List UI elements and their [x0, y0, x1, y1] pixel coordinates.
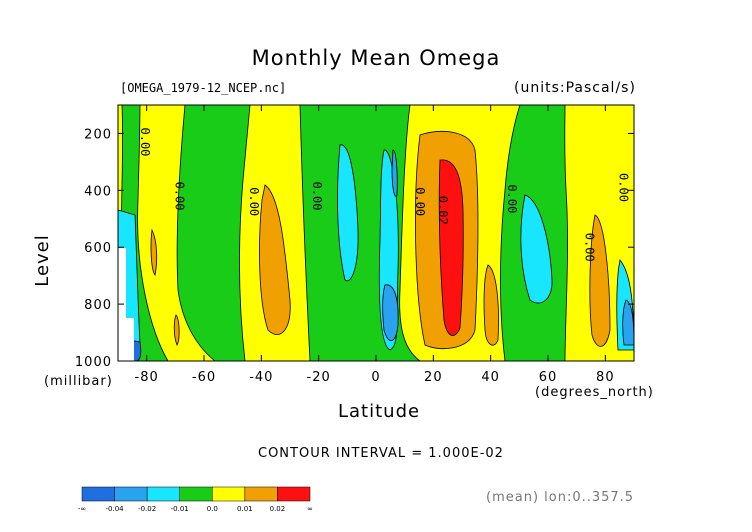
mean-label: (mean) lon:0..357.5 [486, 490, 635, 505]
contour-labels: 0.00 0.00 0.00 0.00 0.00 0.02 0.00 0.00 0.00 [138, 128, 631, 262]
contour-label: 0.00 [617, 173, 631, 202]
colorbar-label: -∞ [78, 505, 86, 513]
contour-label: 0.00 [138, 128, 152, 157]
contour-label: 0.00 [310, 182, 324, 211]
y-tick-label: 200 [84, 127, 112, 142]
colorbar-label: -0.02 [138, 505, 156, 513]
x-tick-label: -40 [249, 370, 273, 385]
y-tick-label: 600 [84, 241, 112, 256]
cell-orange-1 [259, 184, 291, 335]
x-axis-ticks: -80 -60 -40 -20 0 20 40 60 80 [135, 105, 615, 385]
colorbar-cell [114, 486, 148, 502]
colorbar-cell [277, 486, 311, 502]
field-background [118, 105, 634, 361]
colorbar-cell [244, 486, 278, 502]
x-axis-unit: (degrees_north) [535, 385, 654, 400]
contour-label: 0.00 [582, 233, 596, 262]
cell-orange-6 [173, 314, 180, 346]
x-tick-label: 40 [481, 370, 500, 385]
colorbar-cell [146, 486, 180, 502]
colorbar-label: ∞ [307, 505, 313, 513]
y-tick-label: 800 [84, 298, 112, 313]
y-tick-label: 400 [84, 184, 112, 199]
missing-patch [118, 248, 134, 361]
contour-label: 0.00 [505, 184, 519, 213]
colorbar-label: 0.0 [207, 505, 218, 513]
colorbar-label: 0.01 [237, 505, 253, 513]
cell-red [438, 159, 464, 336]
cell-blue-3 [622, 299, 634, 346]
cell-blue-2 [391, 149, 398, 197]
x-tick-label: 20 [424, 370, 443, 385]
x-tick-label: -20 [307, 370, 331, 385]
contour-label: 0.00 [413, 187, 427, 216]
cell-blue-1 [382, 284, 399, 342]
file-label: [OMEGA_1979-12_NCEP.nc] [120, 81, 287, 95]
x-tick-label: -60 [192, 370, 216, 385]
contour-label: 0.02 [436, 196, 450, 225]
cell-cyan-1 [337, 144, 359, 282]
y-tick-label: 1000 [75, 355, 112, 370]
colorbar-cell [179, 486, 213, 502]
y-axis-unit: (millibar) [44, 374, 113, 389]
units-label: (units:Pascal/s) [514, 80, 636, 96]
colorbar-label: -0.04 [106, 505, 125, 513]
x-tick-label: 0 [371, 370, 380, 385]
colorbar: -∞ -0.04 -0.02 -0.01 0.0 0.01 0.02 ∞ [78, 486, 313, 513]
colorbar-cell [212, 486, 246, 502]
chart-title: Monthly Mean Omega [251, 46, 501, 70]
colorbar-label: -0.01 [171, 505, 189, 513]
contour-interval-label: CONTOUR INTERVAL = 1.000E-02 [258, 446, 504, 461]
colorbar-cell [81, 486, 115, 502]
contour-label: 0.00 [172, 182, 186, 211]
cell-cyan-3 [520, 194, 553, 304]
cell-orange-3 [483, 264, 499, 346]
x-axis-label: Latitude [338, 401, 421, 422]
colorbar-label: 0.02 [270, 505, 286, 513]
x-tick-label: 60 [539, 370, 558, 385]
y-axis-ticks: 200 400 600 800 1000 [75, 127, 634, 370]
contour-label: 0.00 [247, 187, 261, 216]
x-tick-label: 80 [596, 370, 615, 385]
cell-orange-4 [589, 214, 611, 347]
x-tick-label: -80 [135, 370, 159, 385]
cell-orange-5 [150, 228, 158, 276]
contour-field [118, 105, 634, 361]
